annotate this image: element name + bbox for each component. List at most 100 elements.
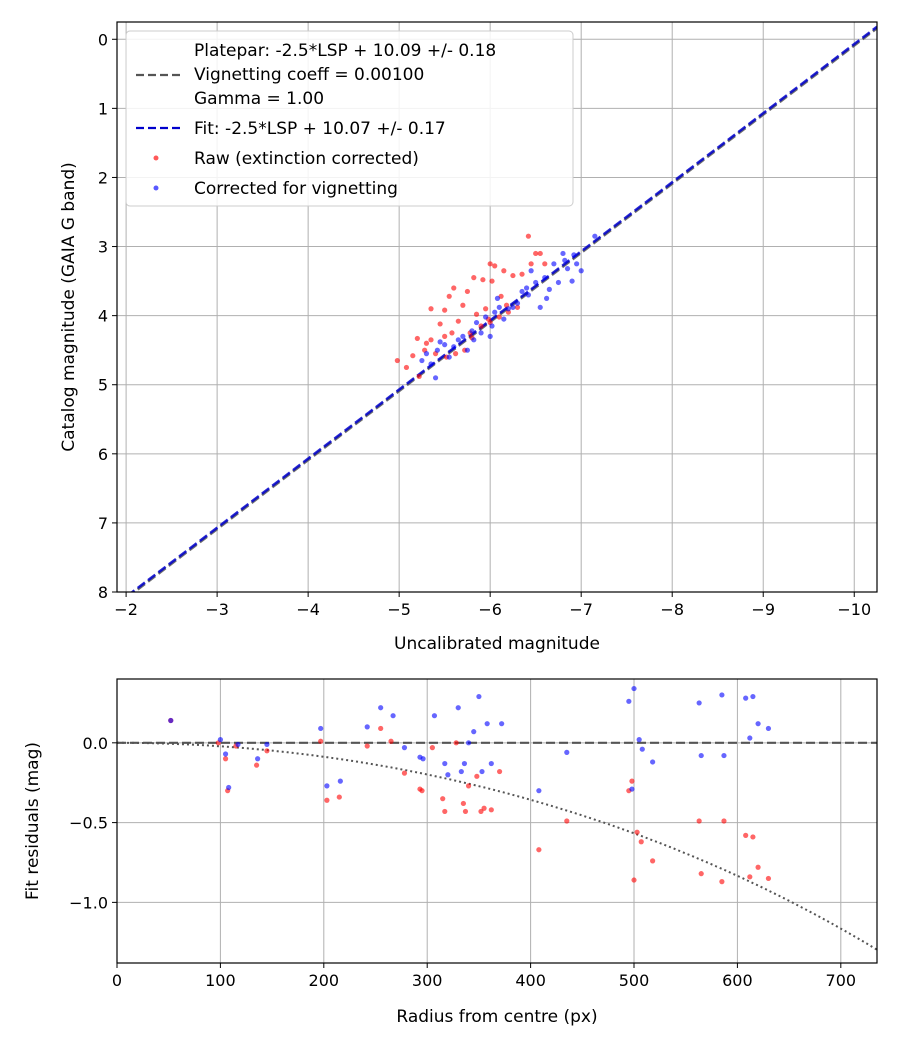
bottom-x-tick-label: 400 [515, 971, 546, 990]
bottom-corrected-point [324, 783, 330, 789]
top-corrected-point [514, 300, 521, 306]
bottom-raw-point [634, 829, 640, 835]
top-corrected-point [551, 261, 557, 267]
bottom-corrected-point [499, 721, 505, 727]
top-corrected-point [564, 266, 571, 272]
top-corrected-point [483, 314, 489, 320]
top-corrected-point [546, 286, 552, 292]
top-corrected-point [494, 295, 501, 301]
bottom-raw-point [318, 738, 324, 744]
top-raw-point [442, 333, 448, 339]
top-corrected-point [487, 333, 493, 339]
top-raw-point [394, 357, 400, 364]
top-corrected-point [523, 285, 530, 291]
bottom-raw-point [378, 725, 384, 732]
bottom-corrected-point [639, 746, 645, 752]
top-scatter-points [394, 233, 598, 381]
bottom-corrected-point [458, 768, 464, 775]
top-raw-point [510, 272, 516, 279]
bottom-corrected-point [484, 721, 490, 727]
top-raw-point [464, 288, 471, 295]
top-x-tick-label: −8 [660, 600, 684, 619]
top-corrected-point [555, 279, 562, 286]
top-y-tick-label: 3 [98, 238, 108, 257]
bottom-corrected-point [390, 713, 396, 719]
bottom-corrected-point [217, 737, 224, 743]
top-x-axis-label: Uncalibrated magnitude [394, 634, 600, 654]
bottom-raw-point [364, 743, 370, 749]
top-x-tick-label: −5 [387, 600, 411, 619]
bottom-corrected-point [226, 784, 232, 791]
top-plot: −2 −3 −4 −5 −6 −7 −8 −9 −10 0 1 2 3 4 5 6 7 8 Uncalibrate… [59, 21, 878, 654]
bottom-raw-point [462, 808, 469, 815]
bottom-corrected-point [747, 735, 753, 741]
top-raw-point [519, 271, 525, 277]
bottom-raw-point [465, 783, 472, 789]
bottom-corrected-point [442, 760, 448, 767]
bottom-corrected-point [696, 700, 702, 706]
top-raw-point [428, 337, 434, 343]
top-raw-point [542, 261, 548, 267]
bottom-corrected-point [168, 717, 174, 724]
bottom-raw-point [481, 805, 487, 811]
top-y-tick-label: 0 [98, 30, 108, 49]
top-y-tick-label: 6 [98, 445, 108, 464]
top-corrected-point [592, 233, 598, 239]
top-axes-frame [116, 21, 878, 593]
top-raw-point [452, 351, 459, 357]
bottom-corrected-point [536, 788, 542, 794]
top-y-tick-label: 4 [98, 307, 108, 326]
top-raw-point [471, 275, 477, 281]
bottom-corrected-point [420, 756, 426, 762]
bottom-corrected-point [743, 695, 749, 701]
top-corrected-point [560, 250, 566, 257]
top-corrected-point [489, 323, 495, 329]
bottom-plot: 0 100 200 300 400 500 600 700 0.0 −0.5 −1.0 Radius… [23, 678, 878, 1027]
bottom-scatter-points [168, 685, 772, 885]
top-corrected-point [451, 344, 457, 350]
top-corrected-point [455, 337, 461, 343]
bottom-corrected-point [631, 685, 637, 692]
bottom-raw-point [755, 864, 761, 870]
bottom-corrected-point [629, 786, 635, 792]
bottom-corrected-point [318, 725, 324, 732]
bottom-raw-point [747, 874, 753, 880]
bottom-raw-point [429, 745, 435, 751]
bottom-corrected-point [755, 721, 761, 727]
bottom-corrected-point [479, 768, 485, 775]
top-raw-point [501, 268, 507, 274]
top-raw-point [416, 373, 422, 380]
top-x-tick-label: −3 [205, 600, 229, 619]
bottom-corrected-point [650, 759, 656, 765]
vignetting-model-curve [117, 741, 877, 951]
bottom-corrected-point [255, 756, 261, 762]
bottom-y-tick-label: −1.0 [69, 893, 108, 912]
legend-platepar-label: Platepar: -2.5*LSP + 10.09 +/- 0.18 [194, 41, 496, 61]
top-raw-point [437, 321, 443, 327]
top-x-tick-label: −4 [296, 600, 320, 619]
top-raw-point [480, 277, 486, 283]
top-raw-point [496, 314, 502, 320]
bottom-y-axis-label: Fit residuals (mag) [23, 742, 43, 900]
bottom-raw-point [629, 778, 635, 784]
top-raw-point [528, 261, 534, 267]
bottom-raw-point [564, 818, 570, 824]
bottom-corrected-point [264, 741, 270, 748]
top-corrected-point [510, 304, 516, 310]
top-corrected-point [542, 275, 548, 281]
bottom-corrected-point [488, 760, 494, 767]
top-corrected-point [471, 337, 477, 343]
bottom-raw-point [253, 762, 260, 768]
bottom-axes-frame [116, 678, 878, 964]
bottom-raw-point [264, 748, 270, 754]
bottom-corrected-point [471, 729, 477, 735]
top-corrected-point [501, 316, 507, 322]
bottom-corrected-point [445, 772, 451, 778]
bottom-corrected-point [222, 751, 229, 757]
bottom-raw-point [496, 768, 503, 775]
bottom-corrected-point [626, 698, 632, 704]
top-corrected-point [446, 354, 452, 360]
top-corrected-point [460, 333, 466, 339]
top-corrected-point [505, 306, 511, 312]
